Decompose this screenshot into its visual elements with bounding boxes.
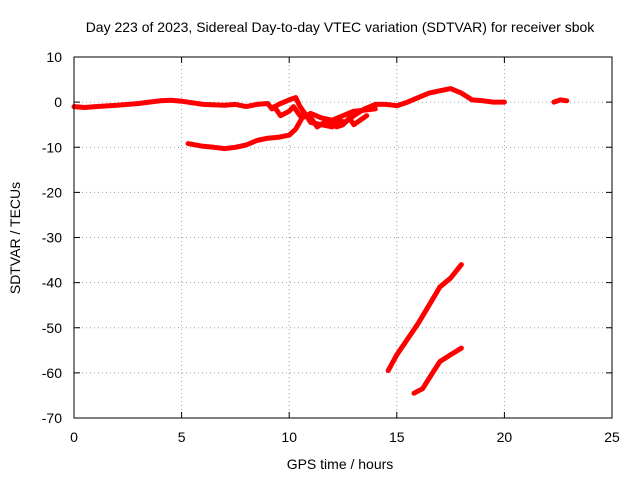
series-track-wiggle-9to11 bbox=[271, 104, 370, 130]
x-tick-label: 15 bbox=[389, 429, 405, 445]
y-tick-label: 0 bbox=[54, 94, 62, 110]
x-tick-label: 10 bbox=[281, 429, 297, 445]
series-track-steep-upper bbox=[385, 262, 464, 374]
y-tick-label: -10 bbox=[42, 139, 62, 155]
y-tick-label: -30 bbox=[42, 230, 62, 246]
series-track-gap-end bbox=[551, 97, 570, 105]
y-tick-label: -60 bbox=[42, 365, 62, 381]
data-series-layer bbox=[71, 86, 570, 396]
y-tick-label: -40 bbox=[42, 275, 62, 291]
x-tick-label: 5 bbox=[178, 429, 186, 445]
chart-title: Day 223 of 2023, Sidereal Day-to-day VTE… bbox=[86, 19, 596, 35]
series-track-lower-5to11 bbox=[185, 106, 378, 152]
x-tick-label: 20 bbox=[497, 429, 513, 445]
series-track-steep-lower bbox=[411, 345, 464, 396]
y-tick-label: -50 bbox=[42, 320, 62, 336]
y-tick-label: -20 bbox=[42, 184, 62, 200]
axis-ticks: 0 5 10 15 20 25 10 0 -10 -20 -30 -40 -50 -60 -70 bbox=[42, 49, 620, 445]
y-tick-label: -70 bbox=[42, 410, 62, 426]
y-axis-label: SDTVAR / TECUs bbox=[7, 182, 23, 294]
x-axis-label: GPS time / hours bbox=[287, 456, 394, 472]
x-tick-label: 0 bbox=[70, 429, 78, 445]
grid-lines bbox=[74, 57, 612, 418]
x-tick-label: 25 bbox=[604, 429, 620, 445]
y-tick-label: 10 bbox=[46, 49, 62, 65]
